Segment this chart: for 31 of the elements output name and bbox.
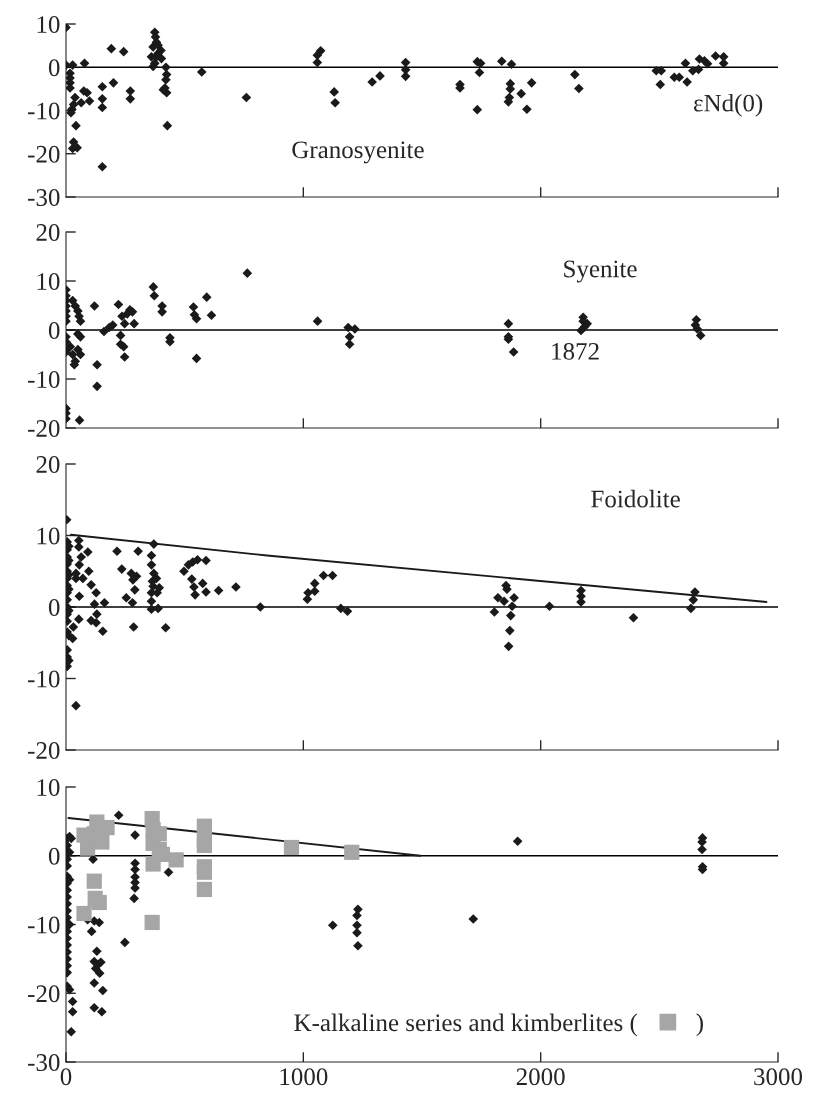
y-tick-label: -30	[28, 1054, 60, 1071]
annotation: 1872	[552, 342, 599, 360]
y-tick-label: -10	[28, 102, 60, 120]
y-tick-label: 0	[48, 847, 60, 865]
x-tick-label: 0	[60, 1068, 72, 1086]
x-tick-label: 1000	[280, 1068, 328, 1086]
y-tick-label: -10	[28, 916, 60, 934]
annotation: Foidolite	[591, 489, 680, 508]
y-tick-label: -20	[28, 420, 60, 437]
y-tick-label: 10	[37, 779, 60, 796]
y-tick-label: 10	[37, 16, 60, 33]
legend-label: K-alkaline series and kimberlites (	[294, 1013, 638, 1037]
x-tick-label: 3000	[754, 1068, 803, 1086]
y-tick-label: 20	[36, 456, 60, 473]
annotation: )	[696, 1013, 703, 1037]
x-tick-label: 2000	[516, 1068, 565, 1086]
y-tick-label: -20	[28, 742, 60, 759]
y-tick-label: 10	[37, 273, 60, 290]
y-tick-label: -10	[28, 371, 60, 388]
y-tick-label: -10	[28, 670, 60, 688]
y-tick-label: 0	[48, 322, 60, 339]
y-tick-label: 10	[37, 527, 60, 545]
y-tick-label: -30	[28, 189, 60, 206]
annotation: Syenite	[564, 260, 637, 283]
annotation: Granosyenite	[292, 141, 424, 164]
y-tick-label: 20	[36, 224, 60, 241]
annotation: εNd(0)	[694, 93, 763, 117]
y-tick-label: 0	[48, 59, 60, 77]
y-tick-label: 0	[48, 599, 60, 616]
y-tick-label: -20	[28, 985, 60, 1003]
y-tick-label: -20	[28, 145, 60, 163]
